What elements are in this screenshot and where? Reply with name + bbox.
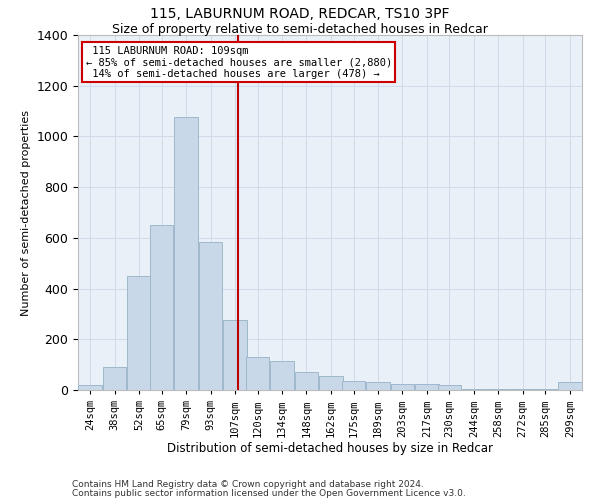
Bar xyxy=(79,385,102,390)
Bar xyxy=(462,388,485,390)
Bar xyxy=(223,320,247,390)
Bar xyxy=(270,361,294,390)
Bar xyxy=(437,385,461,390)
Bar xyxy=(295,372,318,390)
Bar xyxy=(319,376,343,390)
Text: Size of property relative to semi-detached houses in Redcar: Size of property relative to semi-detach… xyxy=(112,22,488,36)
Y-axis label: Number of semi-detached properties: Number of semi-detached properties xyxy=(21,110,31,316)
Bar xyxy=(199,242,223,390)
Text: 115, LABURNUM ROAD, REDCAR, TS10 3PF: 115, LABURNUM ROAD, REDCAR, TS10 3PF xyxy=(150,8,450,22)
Bar xyxy=(511,388,535,390)
Bar xyxy=(127,276,151,390)
Bar xyxy=(391,384,414,390)
Bar xyxy=(342,381,365,390)
Bar xyxy=(533,388,557,390)
Bar xyxy=(366,382,390,390)
Bar xyxy=(415,384,439,390)
Bar xyxy=(487,388,510,390)
Text: 115 LABURNUM ROAD: 109sqm  
← 85% of semi-detached houses are smaller (2,880)
 1: 115 LABURNUM ROAD: 109sqm ← 85% of semi-… xyxy=(86,46,392,79)
Text: Contains public sector information licensed under the Open Government Licence v3: Contains public sector information licen… xyxy=(72,489,466,498)
Text: Contains HM Land Registry data © Crown copyright and database right 2024.: Contains HM Land Registry data © Crown c… xyxy=(72,480,424,489)
Bar xyxy=(150,225,173,390)
X-axis label: Distribution of semi-detached houses by size in Redcar: Distribution of semi-detached houses by … xyxy=(167,442,493,455)
Bar xyxy=(558,382,581,390)
Bar xyxy=(103,367,127,390)
Bar xyxy=(175,118,198,390)
Bar xyxy=(246,357,269,390)
